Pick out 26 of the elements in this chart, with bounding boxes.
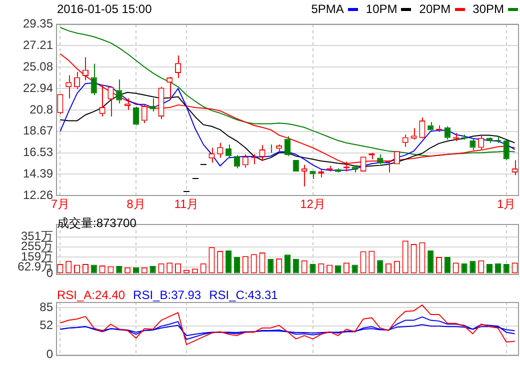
y-tick-label: 25.08 [22, 59, 54, 74]
y-tick-label: 27.21 [22, 38, 54, 52]
y-tick-label: 52 [40, 318, 54, 332]
series-label: RSI_A:24.40 [57, 288, 126, 302]
legend-label: 5PMA [311, 2, 344, 16]
y-tick-label: 16.53 [22, 145, 54, 160]
text: RSI_B:37.93 [133, 288, 202, 302]
chart-title: 2016-01-05 15:00 [57, 2, 152, 16]
y-tick-label: 85 [40, 300, 54, 314]
y-tick-label: 22.94 [22, 80, 54, 95]
x-tick-label: 7月 [50, 197, 70, 212]
x-tick-label: 1月 [497, 197, 516, 212]
y-tick-label: 14.39 [22, 166, 54, 181]
chart-title: 成交量:873700 [57, 214, 136, 232]
y-tick-label: 29.35 [22, 16, 54, 31]
y-tick-label: 20.8 [30, 102, 54, 116]
x-tick-label: 8月 [126, 197, 146, 212]
y-tick-label: 0 [46, 347, 54, 362]
y-tick-label: 12.26 [22, 188, 54, 202]
y-tick-label: 18.67 [22, 124, 54, 138]
x-tick-label: 12月 [300, 197, 326, 212]
legend-label: 10PM [366, 2, 398, 16]
x-tick-label: 11月 [174, 197, 199, 212]
legend-label: 30PM [472, 2, 504, 16]
legend-label: 20PM [419, 2, 451, 16]
text: RSI_C:43.31 [209, 288, 278, 302]
